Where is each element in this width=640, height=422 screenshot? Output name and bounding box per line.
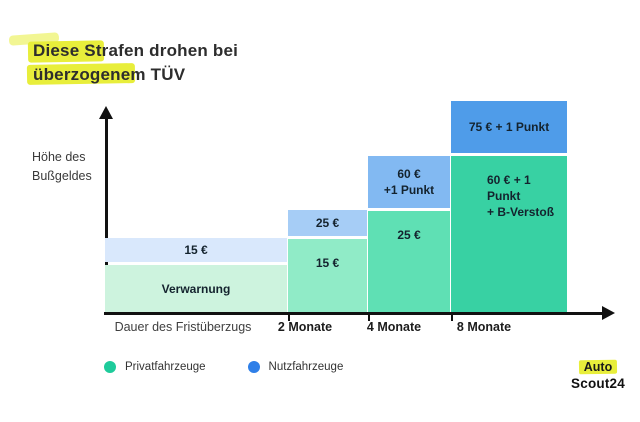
x-axis-label: Dauer des Fristüberzugs [114,320,252,334]
y-axis-label: Höhe des Bußgeldes [32,148,92,186]
bar-segment-label: +1 Punkt [383,183,435,197]
y-axis-label-line2: Bußgeldes [32,169,92,183]
autoscout24-logo: Auto Scout24 [560,358,636,391]
bar-segment-privatfahrzeuge-2-monate: 15 € [288,239,367,312]
bar-segment-label: 15 € [184,243,208,257]
x-axis-line [104,312,604,315]
legend-item-privatfahrzeuge: Privatfahrzeuge [104,361,206,373]
x-axis-label: 8 Monate [456,320,512,334]
legend-label: Nutzfahrzeuge [268,361,344,373]
bar-segment-label: 60 € [397,167,421,181]
page-title-line2: überzogenem TÜV [33,65,186,84]
bar-segment-label: 60 € + 1 Punkt [487,173,531,203]
bar-segment-label: 75 € + 1 Punkt [468,120,550,134]
logo-auto-label: Auto [583,360,613,374]
y-axis-arrow-icon [99,106,113,119]
y-axis-label-line1: Höhe des [32,150,86,164]
x-axis-label: 2 Monate [277,320,333,334]
bar-segment-nutzfahrzeuge-8-monate: 75 € + 1 Punkt [451,101,567,153]
logo-auto-text: Auto [578,359,618,375]
bar-segment-nutzfahrzeuge-4-monate: 60 € +1 Punkt [368,156,450,208]
x-axis-arrow-icon [602,306,615,320]
bar-segment-privatfahrzeuge-8-monate: 60 € + 1 Punkt + B-Verstoß [451,156,567,312]
legend-label: Privatfahrzeuge [125,361,206,373]
legend-dot-icon [247,361,260,373]
x-axis-tick [450,314,453,321]
chart-legend: Privatfahrzeuge Nutzfahrzeuge [104,361,343,373]
x-axis-tick [367,314,370,321]
page-title: Diese Strafen drohen bei überzogenem TÜV [33,39,238,87]
bar-segment-label: 25 € [397,228,421,242]
page-title-line1: Diese Strafen drohen bei [33,41,239,60]
logo-scout24-text: Scout24 [571,376,625,391]
legend-dot-icon [104,361,116,373]
bar-segment-label: 25 € [315,216,340,230]
x-axis-tick [287,314,290,321]
x-axis-label: 4 Monate [366,320,422,334]
legend-item-nutzfahrzeuge: Nutzfahrzeuge [247,361,344,373]
bar-segment-nutzfahrzeuge-dauer-des-fristüberzugs: 15 € [105,238,287,262]
bar-segment-label: + B-Verstoß [487,205,555,219]
y-axis-line [105,117,108,314]
bar-segment-label: Verwarnung [161,281,231,296]
bar-segment-privatfahrzeuge-4-monate: 25 € [368,211,450,312]
bar-segment-nutzfahrzeuge-2-monate: 25 € [288,210,367,236]
bar-segment-privatfahrzeuge-dauer-des-fristüberzugs: Verwarnung [105,265,287,312]
bar-segment-label: 15 € [315,256,340,270]
